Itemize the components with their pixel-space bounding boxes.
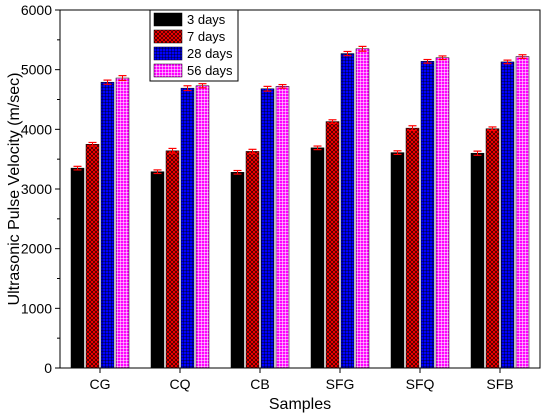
bar-sfq-56-days (435, 57, 450, 369)
bar-sfq-28-days (420, 61, 435, 369)
bar-cg-7-days (85, 144, 100, 369)
legend-swatch (153, 12, 183, 27)
bar-cq-28-days (180, 87, 195, 369)
x-axis: CG CQ CB SFG SFQ SFB (90, 368, 514, 392)
legend: 3 days 7 days 28 days 56 days (149, 9, 239, 82)
bars-group (70, 48, 530, 369)
bar-sfg-7-days (325, 121, 340, 369)
bar-cb-7-days (245, 151, 260, 369)
y-tick-label: 4000 (21, 121, 52, 137)
y-tick-label: 6000 (21, 2, 52, 18)
x-tick-label: CG (90, 376, 111, 392)
y-tick-label: 5000 (21, 62, 52, 78)
y-tick-label: 3000 (21, 181, 52, 197)
legend-label: 3 days (187, 12, 226, 27)
legend-label: 28 days (187, 46, 233, 61)
x-tick-label: SFG (326, 376, 355, 392)
bar-sfb-56-days (515, 56, 530, 369)
bar-sfq-7-days (405, 127, 420, 369)
bar-sfg-56-days (355, 48, 370, 369)
x-tick-label: CB (250, 376, 269, 392)
plot-area-frame (59, 9, 541, 369)
x-axis-label: Samples (269, 396, 331, 413)
legend-swatch (153, 63, 183, 78)
bar-cb-28-days (260, 88, 275, 369)
bar-sfg-28-days (340, 53, 355, 369)
bar-cg-56-days (115, 77, 130, 369)
legend-label: 56 days (187, 63, 233, 78)
legend-label: 7 days (187, 29, 226, 44)
y-tick-label: 2000 (21, 241, 52, 257)
legend-swatch (153, 29, 183, 44)
x-tick-label: CQ (170, 376, 191, 392)
bar-cg-3-days (70, 167, 85, 369)
bar-cb-56-days (275, 86, 290, 369)
y-axis: 0 1000 2000 3000 4000 5000 6000 (21, 2, 60, 376)
bar-cq-3-days (150, 171, 165, 369)
y-tick-label: 1000 (21, 300, 52, 316)
y-tick-label: 0 (44, 360, 52, 376)
bar-sfb-3-days (470, 152, 485, 369)
bar-sfq-3-days (390, 152, 405, 369)
bar-sfb-28-days (500, 61, 515, 369)
bar-sfb-7-days (485, 128, 500, 369)
x-tick-label: SFB (486, 376, 513, 392)
bar-cb-3-days (230, 172, 245, 369)
x-tick-label: SFQ (406, 376, 435, 392)
bar-cg-28-days (100, 81, 115, 369)
y-axis-label: Ultrasonic Pulse Velocity (m/sec) (6, 73, 23, 306)
bar-cq-7-days (165, 150, 180, 369)
legend-swatch (153, 46, 183, 61)
error-bars-group (73, 45, 527, 175)
bar-sfg-3-days (310, 147, 325, 369)
bar-cq-56-days (195, 85, 210, 369)
